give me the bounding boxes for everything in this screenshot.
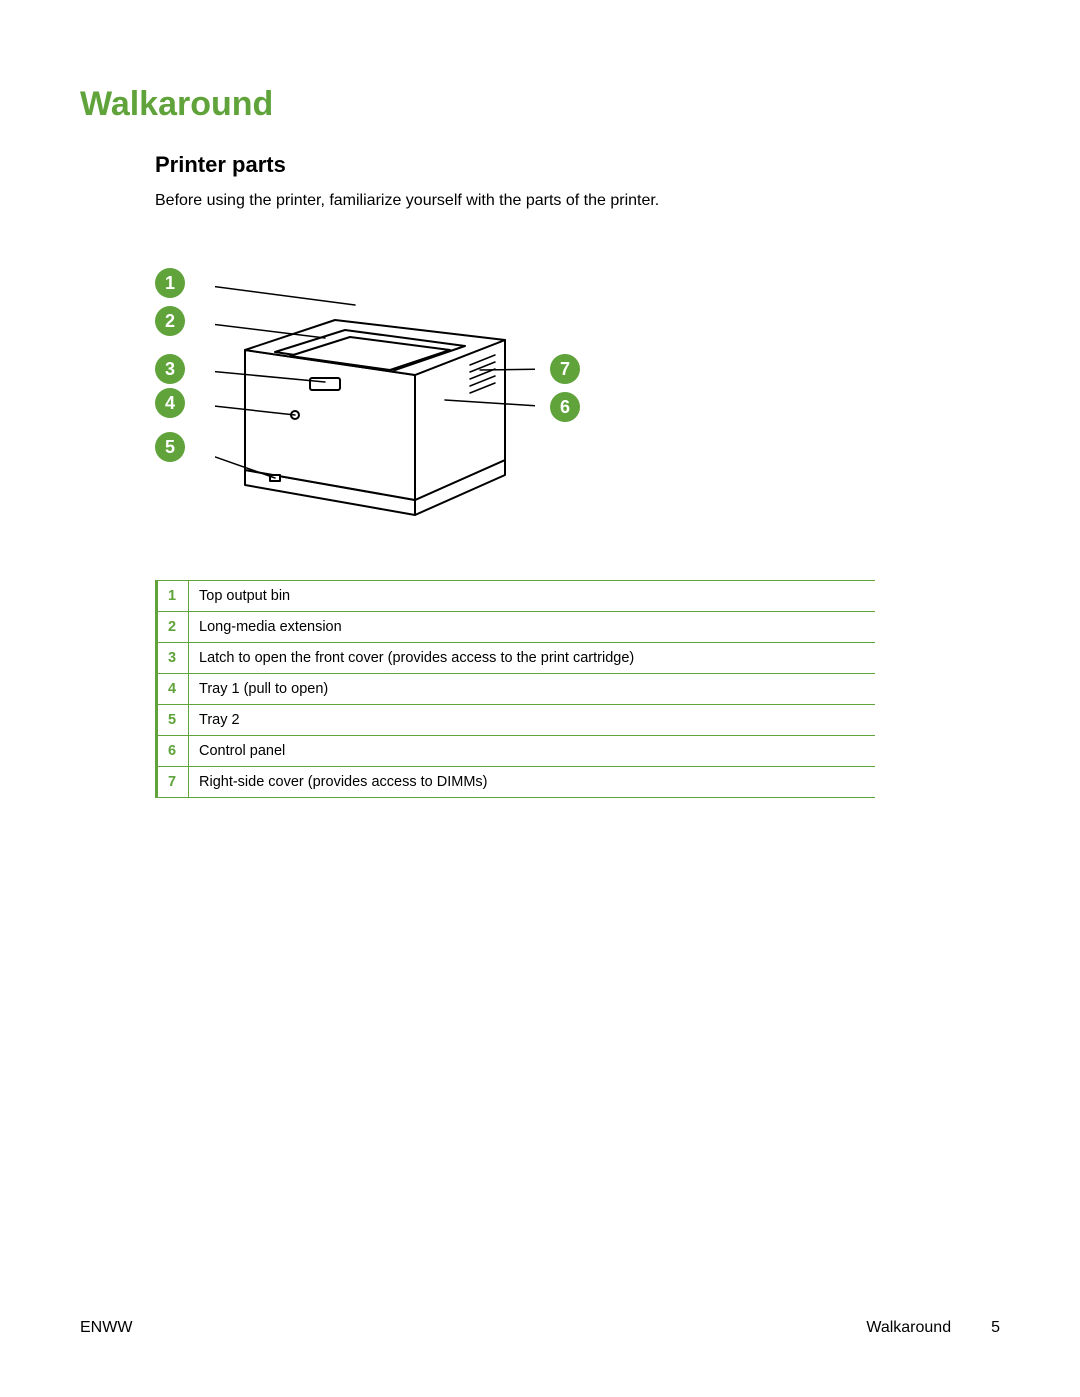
part-description: Tray 2 — [189, 705, 876, 736]
footer-section-label: Walkaround — [866, 1319, 951, 1337]
parts-table-body: 1Top output bin2Long-media extension3Lat… — [157, 581, 876, 798]
part-description: Right-side cover (provides access to DIM… — [189, 767, 876, 798]
diagram-callout-3: 3 — [155, 354, 185, 384]
diagram-callout-6: 6 — [550, 392, 580, 422]
footer-right: Walkaround 5 — [866, 1319, 1000, 1337]
table-row: 2Long-media extension — [157, 612, 876, 643]
footer-left: ENWW — [80, 1319, 132, 1337]
printer-diagram: 1 2 3 4 5 7 6 — [155, 260, 615, 530]
page-title: Walkaround — [80, 85, 1000, 124]
part-number: 3 — [157, 643, 189, 674]
document-page: Walkaround Printer parts Before using th… — [0, 0, 1080, 1397]
part-description: Top output bin — [189, 581, 876, 612]
part-number: 6 — [157, 736, 189, 767]
table-row: 3Latch to open the front cover (provides… — [157, 643, 876, 674]
diagram-callout-5: 5 — [155, 432, 185, 462]
table-row: 7Right-side cover (provides access to DI… — [157, 767, 876, 798]
printer-illustration — [215, 270, 535, 520]
diagram-callout-2: 2 — [155, 306, 185, 336]
table-row: 4Tray 1 (pull to open) — [157, 674, 876, 705]
part-number: 7 — [157, 767, 189, 798]
part-number: 4 — [157, 674, 189, 705]
diagram-callout-7: 7 — [550, 354, 580, 384]
part-number: 2 — [157, 612, 189, 643]
part-number: 5 — [157, 705, 189, 736]
diagram-callout-1: 1 — [155, 268, 185, 298]
section-subtitle: Printer parts — [155, 152, 1000, 178]
diagram-callout-4: 4 — [155, 388, 185, 418]
part-description: Control panel — [189, 736, 876, 767]
table-row: 5Tray 2 — [157, 705, 876, 736]
part-description: Tray 1 (pull to open) — [189, 674, 876, 705]
intro-text: Before using the printer, familiarize yo… — [155, 192, 1000, 210]
part-description: Latch to open the front cover (provides … — [189, 643, 876, 674]
page-footer: ENWW Walkaround 5 — [80, 1319, 1000, 1337]
table-row: 6Control panel — [157, 736, 876, 767]
part-description: Long-media extension — [189, 612, 876, 643]
footer-page-number: 5 — [991, 1319, 1000, 1337]
table-row: 1Top output bin — [157, 581, 876, 612]
part-number: 1 — [157, 581, 189, 612]
parts-table: 1Top output bin2Long-media extension3Lat… — [155, 580, 875, 798]
